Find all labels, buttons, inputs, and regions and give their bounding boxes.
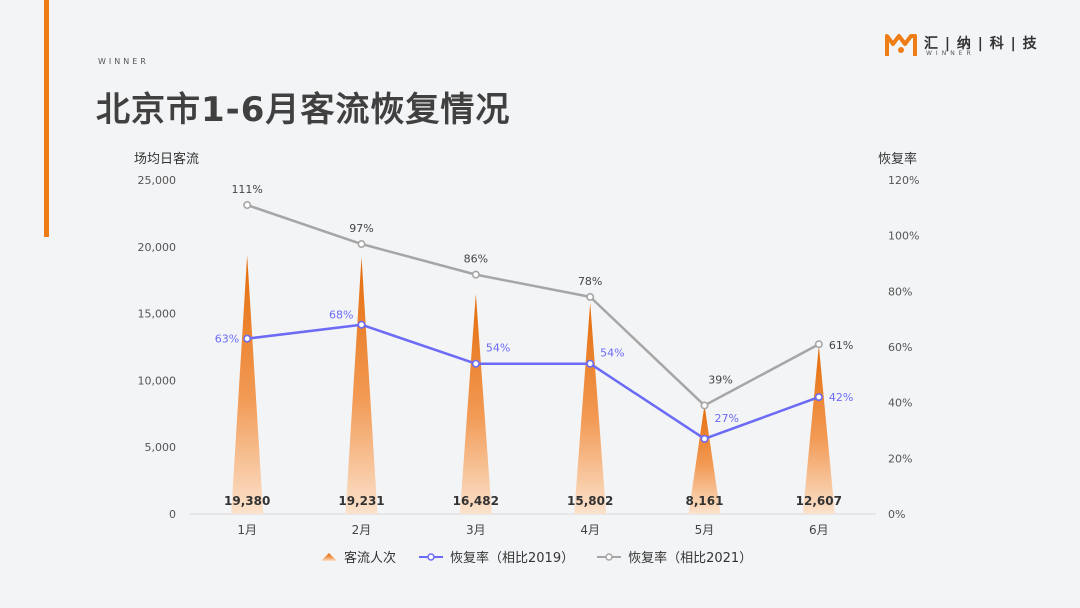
y-right-tick-label: 0%: [888, 508, 905, 521]
legend-item-2019[interactable]: 恢复率（相比2019）: [418, 547, 574, 566]
line-value-label: 111%: [231, 183, 262, 196]
y-left-tick-label: 0: [169, 508, 176, 521]
line-point: [814, 340, 823, 349]
bar: [574, 302, 607, 514]
line-value-label: 97%: [349, 222, 373, 235]
legend-label: 恢复率（相比2019）: [450, 551, 575, 566]
logo-icon: [885, 34, 917, 56]
line-value-label: 42%: [829, 391, 853, 404]
legend-line-icon: [419, 552, 444, 561]
y-right-tick-label: 100%: [888, 230, 919, 243]
line-point: [586, 292, 595, 301]
bar-value-label: 19,380: [224, 494, 270, 508]
x-tick-label: 1月: [237, 523, 257, 537]
y-left-tick-label: 10,000: [138, 374, 177, 387]
legend-label: 客流人次: [344, 551, 397, 566]
bar-value-label: 8,161: [686, 494, 724, 508]
logo-text: 汇 | 纳 | 科 | 技: [924, 36, 1038, 52]
y-left-tick-label: 25,000: [138, 174, 177, 187]
page-title: 北京市1-6月客流恢复情况: [96, 90, 511, 130]
line-value-label: 78%: [578, 275, 602, 288]
y-left-tick-label: 5,000: [145, 441, 177, 454]
line-value-label: 86%: [464, 253, 488, 266]
y-right-tick-label: 20%: [888, 452, 912, 465]
legend-label: 恢复率（相比2021）: [628, 551, 753, 566]
line-point: [357, 240, 366, 249]
bar: [688, 404, 721, 514]
line-value-label: 54%: [600, 347, 624, 360]
y-right-tick-label: 80%: [888, 285, 912, 298]
line-point: [357, 320, 366, 329]
line-series-2021: [246, 203, 820, 407]
accent-bar: [44, 0, 49, 237]
winner-tag: WINNER: [98, 57, 149, 66]
bar-value-label: 12,607: [796, 494, 842, 508]
line-point: [471, 359, 480, 368]
line-point: [243, 334, 252, 343]
line-point: [700, 434, 709, 443]
line-point: [586, 359, 595, 368]
line-value-label: 27%: [715, 412, 739, 425]
y-left-tick-label: 15,000: [138, 308, 177, 321]
line-point: [814, 393, 823, 402]
line-value-label: 68%: [329, 309, 353, 322]
line-value-label: 63%: [215, 333, 239, 346]
y-right-tick-label: 120%: [888, 174, 919, 187]
y-right-tick-label: 40%: [888, 397, 912, 410]
line-series-2019: [247, 323, 820, 441]
y-left-tick-label: 20,000: [138, 241, 177, 254]
bar: [459, 293, 492, 514]
y-left-axis-title: 场均日客流: [134, 152, 200, 167]
legend: 客流人次 恢复率（相比2019） 恢复率（相比2021）: [320, 547, 752, 566]
bar: [345, 257, 378, 514]
line-point: [471, 270, 480, 279]
line-point: [243, 201, 252, 210]
bar-value-label: 15,802: [567, 494, 613, 508]
company-logo: 汇 | 纳 | 科 | 技 WINNER: [884, 30, 1044, 62]
line-value-label: 61%: [829, 339, 853, 352]
x-tick-label: 5月: [695, 523, 715, 537]
x-tick-label: 2月: [352, 523, 372, 537]
bar: [802, 345, 835, 514]
line-point: [700, 401, 709, 410]
bar-value-label: 16,482: [453, 494, 499, 508]
legend-line-icon: [597, 552, 622, 561]
legend-item-bars[interactable]: 客流人次: [320, 547, 396, 566]
legend-triangle-icon: [321, 552, 337, 561]
bar-value-label: 19,231: [338, 494, 384, 508]
line-value-label: 54%: [486, 342, 510, 355]
line-value-label: 39%: [708, 373, 732, 386]
x-tick-label: 6月: [809, 523, 829, 537]
x-tick-label: 3月: [466, 523, 486, 537]
y-right-axis-title: 恢复率: [878, 152, 918, 167]
y-right-tick-label: 60%: [888, 341, 912, 354]
legend-item-2021[interactable]: 恢复率（相比2021）: [596, 547, 752, 566]
logo-subtext: WINNER: [926, 50, 975, 57]
x-tick-label: 4月: [580, 523, 600, 537]
bar: [231, 255, 264, 515]
